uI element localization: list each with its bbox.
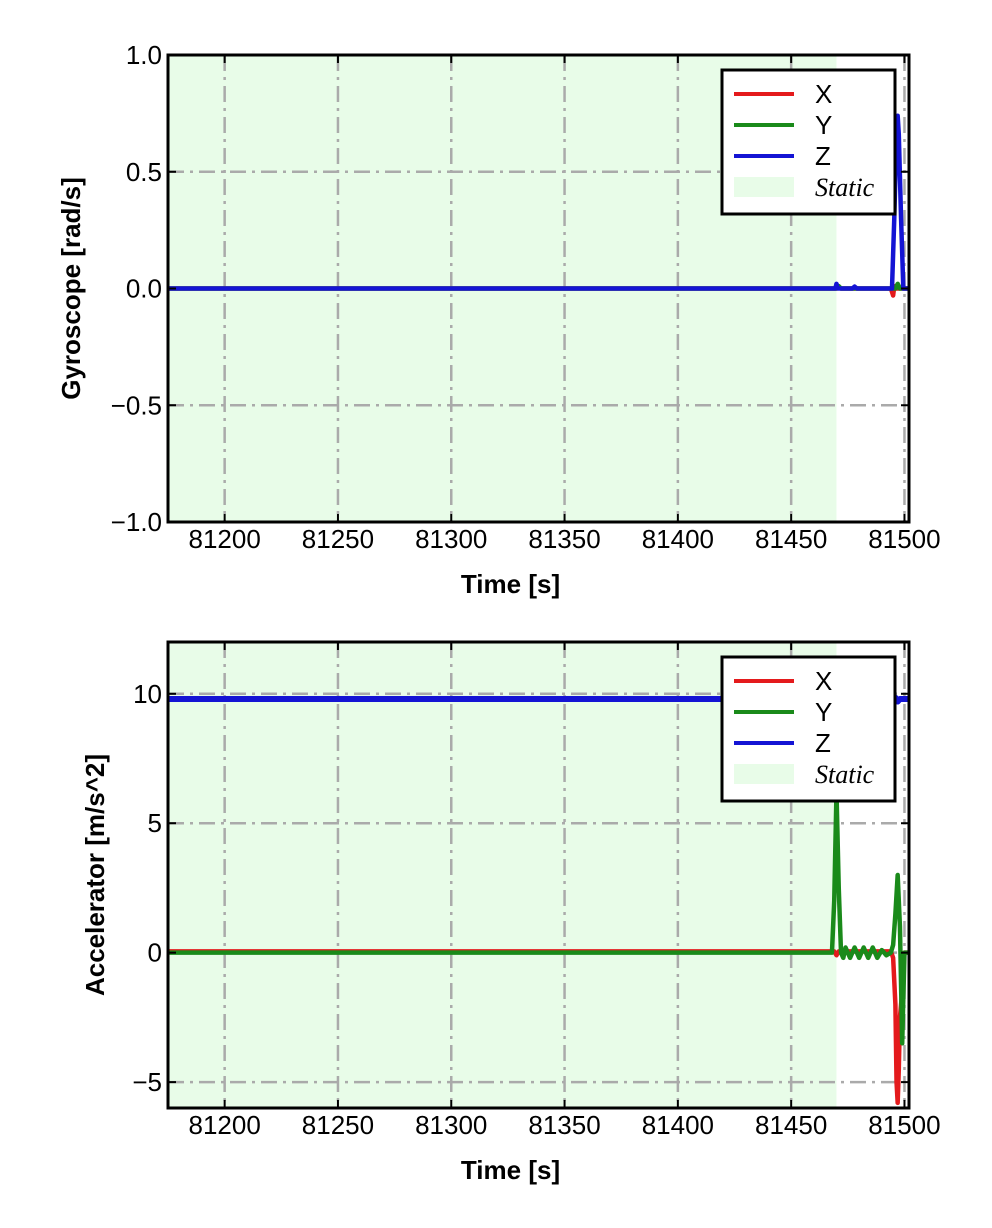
accel-series-y [168, 789, 909, 1046]
accel-xtick-label: 81200 [188, 1110, 260, 1140]
gyro-xtick-label: 81250 [302, 524, 374, 554]
accel-xtick-label: 81250 [302, 1110, 374, 1140]
gyro-yaxis-label: Gyroscope [rad/s] [56, 177, 86, 400]
accel-legend-swatch-static [734, 764, 794, 784]
gyro-xtick-label: 81300 [415, 524, 487, 554]
accel-legend-label-z: Z [815, 728, 831, 758]
gyroscope-panel: 81200 81250 81300 81350 81400 81450 81500 −1.0 −… [56, 40, 941, 599]
accel-plot-frame [166, 640, 911, 1110]
accel-ytick-label: 5 [148, 808, 162, 838]
accel-xtick-label: 81300 [415, 1110, 487, 1140]
gyro-xtick-label: 81200 [188, 524, 260, 554]
accel-xtick-label: 81450 [755, 1110, 827, 1140]
gyro-ytick-label: 0.0 [126, 274, 162, 304]
accel-xtick-label: 81400 [642, 1110, 714, 1140]
accel-yaxis-label: Accelerator [m/s^2] [80, 754, 110, 996]
accel-ytick-label: 0 [148, 938, 162, 968]
gyro-xtick-label: 81500 [868, 524, 940, 554]
accel-xtick-label: 81350 [528, 1110, 600, 1140]
gyro-legend-label-z: Z [815, 141, 831, 171]
gyro-legend-label-static: Static [815, 173, 875, 202]
accelerator-panel: 81200 81250 81300 81350 81400 81450 81500 −5 0 5 1… [80, 640, 941, 1185]
gyro-ytick-label: 0.5 [126, 157, 162, 187]
accel-ytick-label: 10 [133, 679, 162, 709]
gyro-ytick-label: 1.0 [126, 40, 162, 70]
gyro-xaxis-label: Time [s] [461, 569, 560, 599]
accel-legend-label-x: X [815, 666, 832, 696]
gyro-xtick-label: 81350 [528, 524, 600, 554]
gyro-legend-label-y: Y [815, 110, 832, 140]
accel-legend-label-y: Y [815, 697, 832, 727]
gyro-xtick-label: 81400 [642, 524, 714, 554]
accel-ytick-label: −5 [132, 1067, 162, 1097]
gyro-legend-label-x: X [815, 79, 832, 109]
accel-xtick-label: 81500 [868, 1110, 940, 1140]
gyro-legend-swatch-static [734, 177, 794, 197]
gyro-xtick-label: 81450 [755, 524, 827, 554]
accel-legend-label-static: Static [815, 760, 875, 789]
gyro-ytick-label: −1.0 [111, 507, 162, 537]
accel-xaxis-label: Time [s] [461, 1155, 560, 1185]
gyro-series-z [168, 113, 909, 291]
gyro-ytick-label: −0.5 [111, 390, 162, 420]
